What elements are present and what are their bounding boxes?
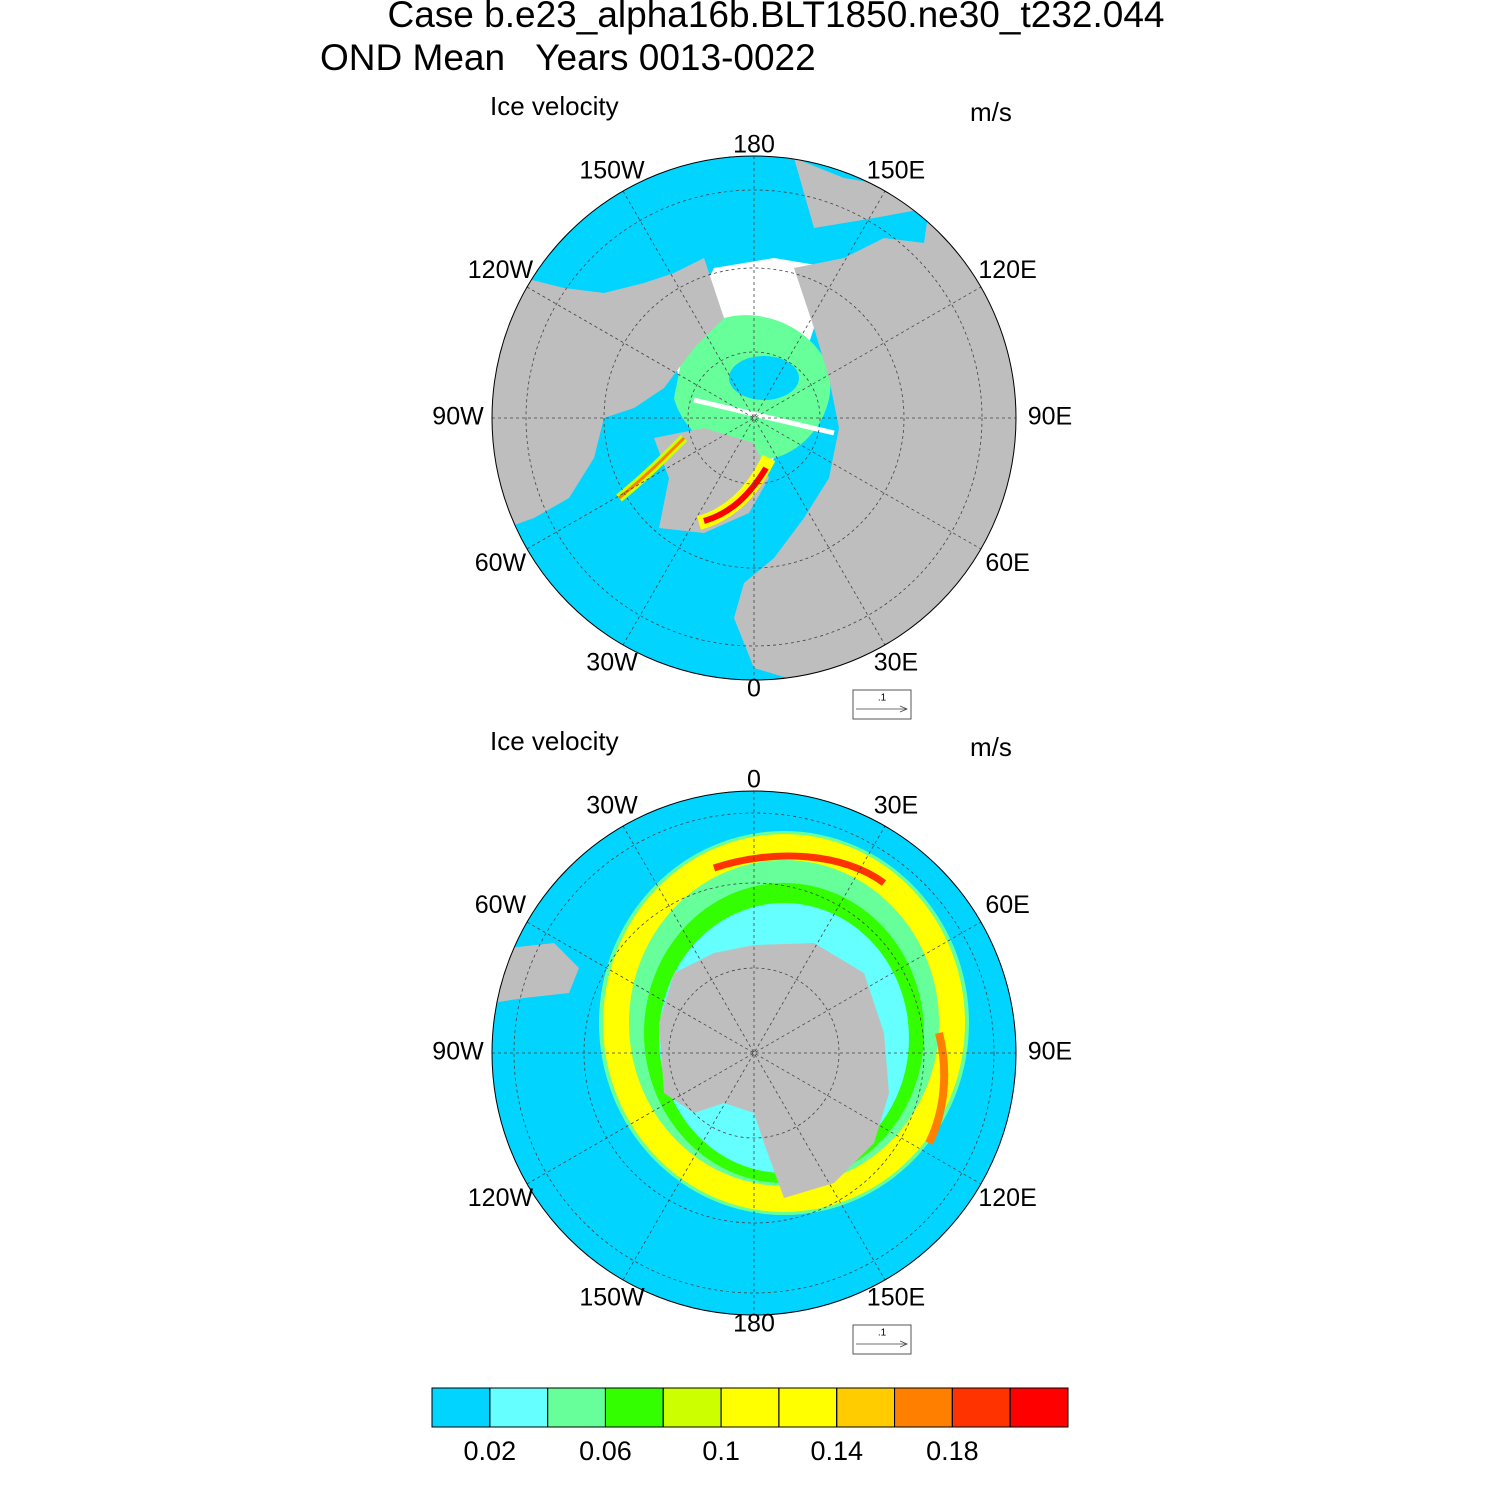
title: Case b.e23_alpha16b.BLT1850.ne30_t232.04… bbox=[388, 0, 1165, 35]
colorbar-box bbox=[547, 1387, 606, 1428]
gyre-center bbox=[729, 356, 799, 400]
ref-vector-box bbox=[852, 689, 912, 720]
colorbar: 0.02 0.06 0.1 0.14 0.18 bbox=[431, 1387, 1069, 1466]
map-border bbox=[491, 790, 1017, 1316]
north-america bbox=[492, 258, 724, 533]
colorbar-box bbox=[894, 1387, 953, 1428]
lon-label: 30W bbox=[586, 649, 638, 677]
colorbar-box bbox=[836, 1387, 896, 1428]
antarctica bbox=[659, 943, 889, 1198]
lon-label: 60E bbox=[985, 549, 1029, 577]
lon-label: 150W bbox=[579, 157, 645, 185]
lon-label: 90E bbox=[1028, 1038, 1072, 1066]
lon-label: 60E bbox=[985, 891, 1029, 919]
colorbar-label: 0.18 bbox=[926, 1436, 979, 1466]
graticule bbox=[492, 156, 1016, 680]
lon-label: 0 bbox=[747, 766, 761, 794]
subtitle: OND Mean Years 0013-0022 bbox=[320, 37, 816, 78]
lon-label: 150E bbox=[867, 1284, 925, 1312]
colorbar-box bbox=[1009, 1387, 1069, 1428]
panel-units: m/s bbox=[970, 732, 1012, 762]
lon-label: 90W bbox=[432, 1038, 484, 1066]
lon-label: 150W bbox=[579, 1284, 645, 1312]
lon-label: 120E bbox=[978, 1184, 1036, 1212]
panel-title: Ice velocity bbox=[490, 91, 619, 121]
south-america bbox=[492, 943, 579, 1003]
ref-vector-label: .1 bbox=[878, 1328, 887, 1339]
colorbar-box bbox=[604, 1387, 664, 1428]
ref-vector-arrow bbox=[856, 1340, 909, 1348]
fram-strait-red bbox=[703, 466, 769, 524]
lon-label: 60W bbox=[475, 549, 527, 577]
graticule bbox=[492, 791, 1016, 1315]
colorbar-box bbox=[778, 1387, 838, 1428]
panel-title: Ice velocity bbox=[490, 726, 619, 756]
colorbar-label: 0.1 bbox=[702, 1436, 740, 1466]
ref-vector-box bbox=[852, 1324, 912, 1355]
weddell-red bbox=[712, 852, 887, 886]
lon-label: 150E bbox=[867, 157, 925, 185]
east-red bbox=[925, 1032, 949, 1145]
lon-label: 180 bbox=[733, 1310, 775, 1338]
colorbar-label: 0.06 bbox=[579, 1436, 632, 1466]
north-map bbox=[491, 155, 1017, 681]
colorbar-box bbox=[489, 1387, 549, 1428]
map-field bbox=[492, 156, 1016, 680]
colorbar-box bbox=[720, 1387, 780, 1428]
ref-vector-label: .1 bbox=[878, 693, 887, 704]
colorbar-box bbox=[951, 1387, 1011, 1428]
lon-label: 30E bbox=[874, 792, 918, 820]
colorbar-label: 0.14 bbox=[810, 1436, 863, 1466]
seam bbox=[693, 397, 835, 436]
lon-label: 30E bbox=[874, 649, 918, 677]
south-map bbox=[491, 790, 1017, 1316]
lon-label: 60W bbox=[475, 891, 527, 919]
map-field bbox=[492, 791, 1016, 1315]
lon-label: 90W bbox=[432, 403, 484, 431]
colorbar-box bbox=[431, 1387, 491, 1428]
lon-label: 120W bbox=[468, 256, 534, 284]
panel-units: m/s bbox=[970, 97, 1012, 127]
lon-label: 0 bbox=[747, 675, 761, 703]
colorbar-box bbox=[662, 1387, 722, 1428]
lon-label: 180 bbox=[733, 131, 775, 159]
ref-vector-arrow bbox=[856, 705, 909, 713]
eurasia bbox=[734, 158, 1016, 680]
lon-label: 90E bbox=[1028, 403, 1072, 431]
lon-label: 30W bbox=[586, 792, 638, 820]
map-border bbox=[491, 155, 1017, 681]
ice-band-yellow bbox=[603, 834, 965, 1212]
lon-label: 120W bbox=[468, 1184, 534, 1212]
colorbar-label: 0.02 bbox=[464, 1436, 517, 1466]
lon-label: 120E bbox=[978, 256, 1036, 284]
